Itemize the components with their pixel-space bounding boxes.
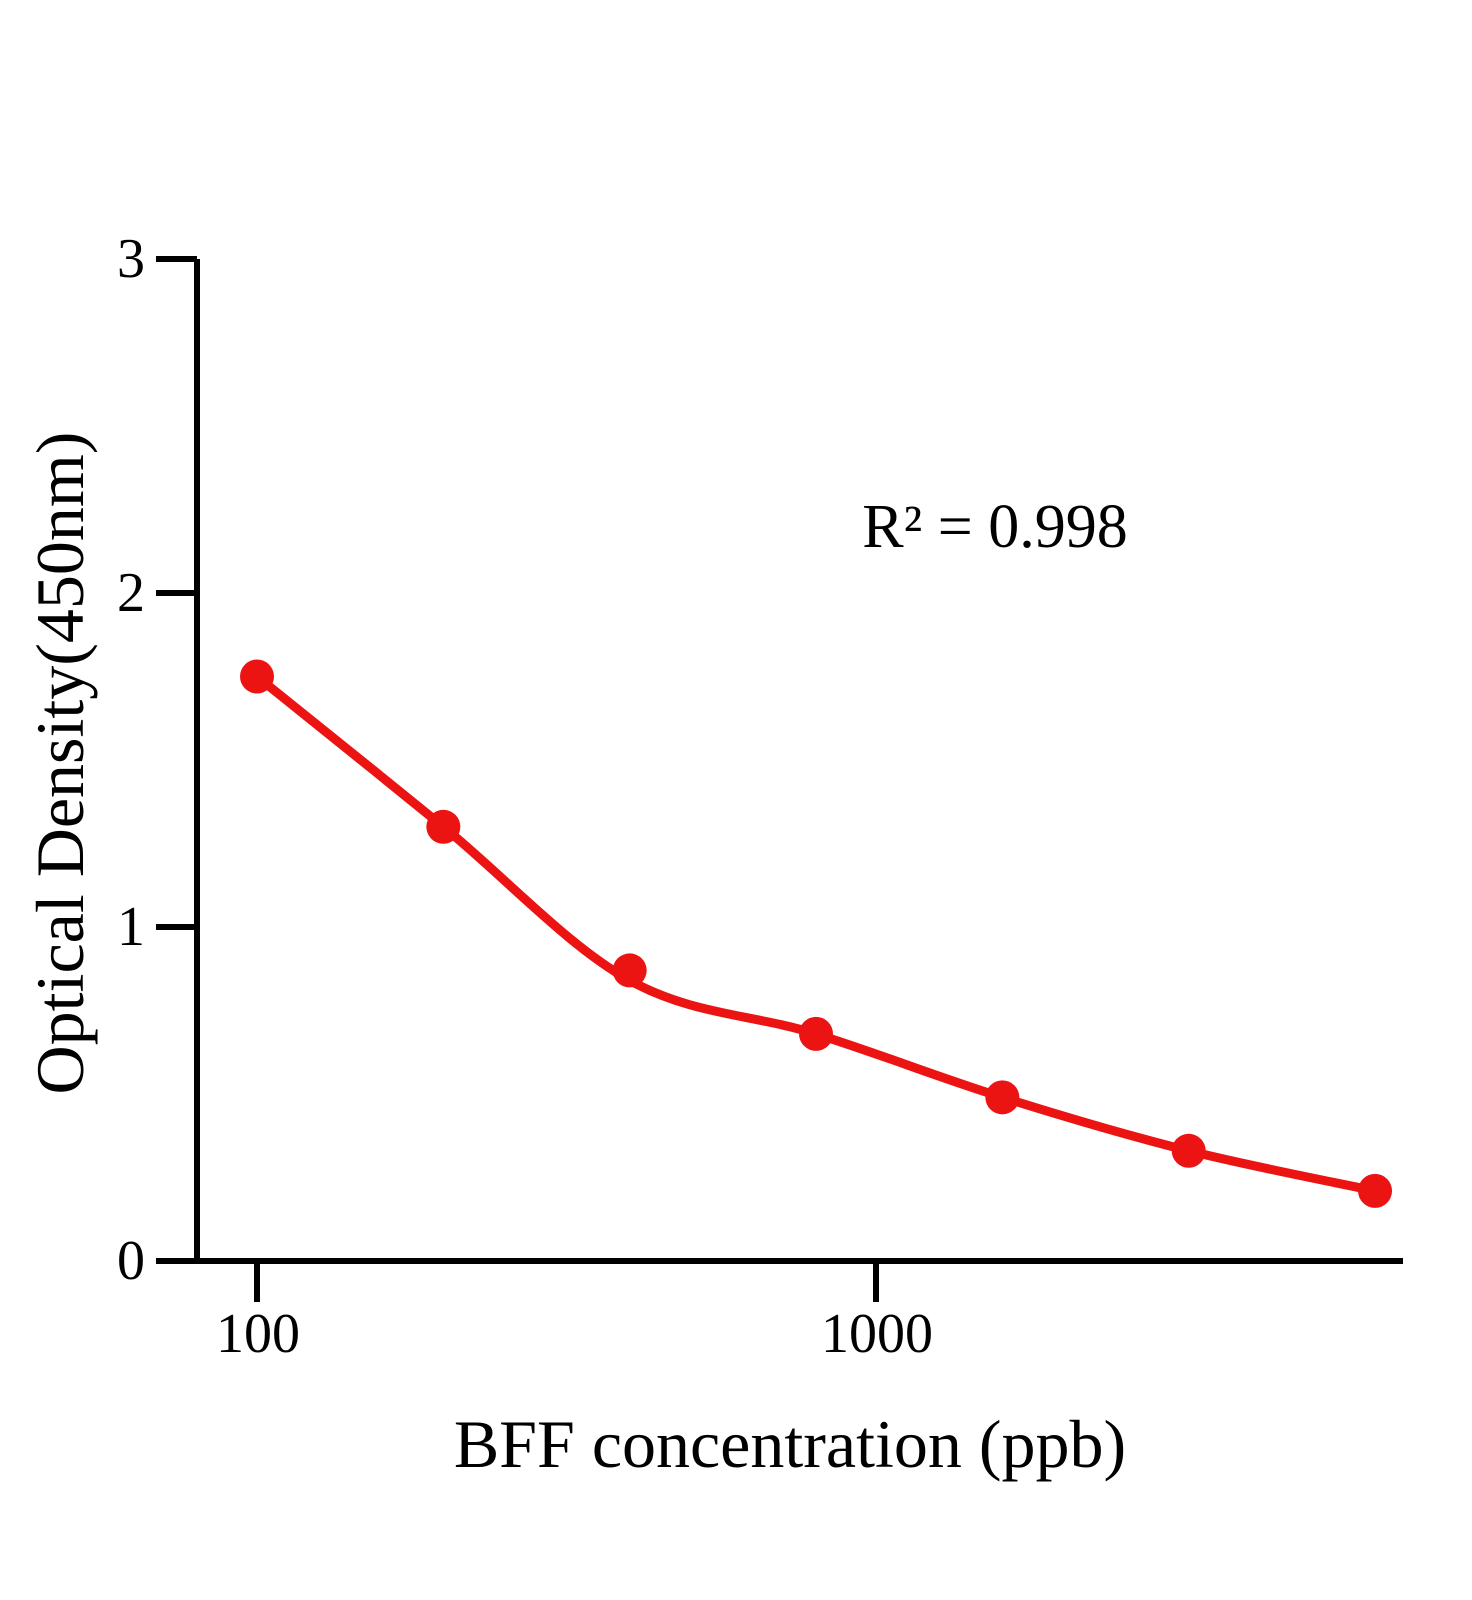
axis-spines xyxy=(194,259,1403,1264)
y-axis-title: Optical Density(450nm) xyxy=(22,431,98,1095)
y-tick-label-0: 0 xyxy=(117,1230,145,1292)
y-tick-label-3: 3 xyxy=(117,228,145,290)
data-point xyxy=(799,1016,834,1051)
data-point xyxy=(1358,1173,1393,1208)
data-point xyxy=(426,809,461,844)
data-point xyxy=(612,953,647,988)
fitted-curve xyxy=(252,672,1380,1196)
x-axis-title: BFF concentration (ppb) xyxy=(453,1406,1127,1482)
r-squared-annotation: R² = 0.998 xyxy=(862,493,1128,561)
x-tick-label-100: 100 xyxy=(216,1303,300,1365)
y-tick-label-1: 1 xyxy=(117,896,145,958)
data-point xyxy=(240,659,274,694)
y-tick-label-2: 2 xyxy=(117,562,145,624)
data-point xyxy=(985,1080,1020,1115)
x-tick-label-1000: 1000 xyxy=(821,1303,933,1365)
data-point xyxy=(1171,1133,1206,1168)
